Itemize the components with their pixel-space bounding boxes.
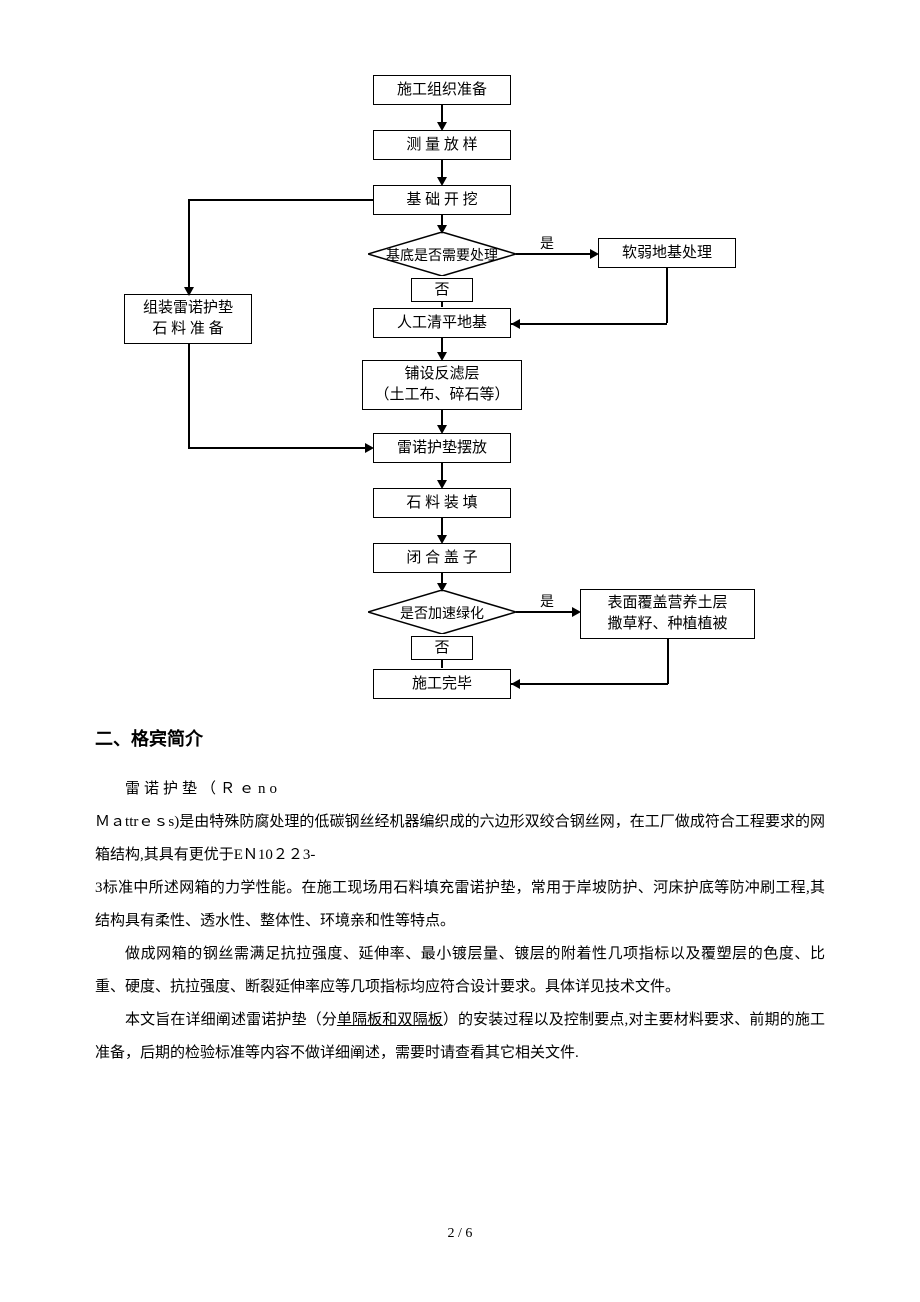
label-yes1: 是: [540, 233, 554, 253]
label-yes2: 是: [540, 591, 554, 611]
d1-label: 基底是否需要处理: [368, 245, 516, 265]
section-title: 二、格宾简介: [95, 725, 825, 751]
node-n5: 组装雷诺护垫 石 料 准 备: [124, 294, 252, 344]
node-n3: 基 础 开 挖: [373, 185, 511, 215]
node-n10: 闭 合 盖 子: [373, 543, 511, 573]
para1-body: Ｍａttrｅｓs)是由特殊防腐处理的低碳钢丝经机器编织成的六边形双绞合钢丝网，在…: [95, 814, 825, 863]
para2: 做成网箱的钢丝需满足抗拉强度、延伸率、最小镀层量、镀层的附着性几项指标以及覆塑层…: [95, 938, 825, 1004]
node-n6: 人工清平地基: [373, 308, 511, 338]
node-n4: 软弱地基处理: [598, 238, 736, 268]
para1-body2: 3标准中所述网箱的力学性能。在施工现场用石料填充雷诺护垫，常用于岸坡防护、河床护…: [95, 880, 825, 929]
node-d1: 基底是否需要处理: [368, 232, 516, 276]
node-n9: 石 料 装 填: [373, 488, 511, 518]
page-footer: 2 / 6: [0, 1226, 920, 1242]
para1-leadin: 雷诺护垫（Ｒｅno: [95, 773, 281, 806]
para1: 雷诺护垫（Ｒｅno Ｍａttrｅｓs)是由特殊防腐处理的低碳钢丝经机器编织成的六…: [95, 773, 825, 938]
node-n12: 施工完毕: [373, 669, 511, 699]
text-content: 二、格宾简介 雷诺护垫（Ｒｅno Ｍａttrｅｓs)是由特殊防腐处理的低碳钢丝经…: [95, 725, 825, 1070]
d2-label: 是否加速绿化: [368, 603, 516, 623]
flowchart: 施工组织准备 测 量 放 样 基 础 开 挖 软弱地基处理 组装雷诺护垫 石 料…: [0, 75, 920, 715]
para3-underline: 单隔板和双隔板: [337, 1012, 443, 1028]
node-d2: 是否加速绿化: [368, 590, 516, 634]
node-n1: 施工组织准备: [373, 75, 511, 105]
node-n7: 铺设反滤层 （土工布、碎石等）: [362, 360, 522, 410]
node-n11: 表面覆盖营养土层 撒草籽、种植植被: [580, 589, 755, 639]
node-no1: 否: [411, 278, 473, 302]
node-n2: 测 量 放 样: [373, 130, 511, 160]
node-n8: 雷诺护垫摆放: [373, 433, 511, 463]
para3: 本文旨在详细阐述雷诺护垫（分单隔板和双隔板）的安装过程以及控制要点,对主要材料要…: [95, 1004, 825, 1070]
para3-a: 本文旨在详细阐述雷诺护垫（分: [125, 1012, 337, 1028]
node-no2: 否: [411, 636, 473, 660]
